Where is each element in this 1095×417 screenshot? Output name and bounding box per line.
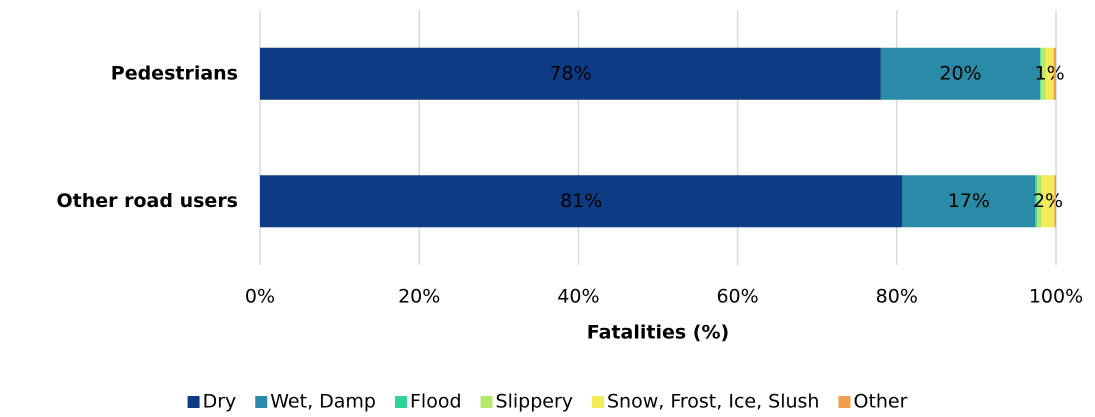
x-tick-label: 40%	[557, 286, 599, 308]
legend-swatch	[394, 396, 407, 408]
bar-segment	[1040, 47, 1046, 100]
legend-swatch	[187, 396, 200, 408]
bar-segment	[1040, 47, 1041, 100]
legend-label: Flood	[410, 391, 462, 413]
legend-label: Other	[853, 391, 907, 413]
bar-segment	[260, 47, 881, 100]
y-tick-label: Pedestrians	[111, 62, 238, 84]
bar-segment	[1041, 175, 1055, 228]
data-label: 17%	[948, 190, 990, 212]
legend-label: Wet, Damp	[270, 391, 376, 413]
x-axis-title: Fatalities (%)	[587, 322, 729, 344]
legend-swatch	[838, 396, 851, 408]
data-label: 20%	[939, 62, 981, 84]
y-tick-label: Other road users	[57, 190, 239, 212]
legend-swatch	[592, 396, 604, 408]
data-label: 81%	[560, 190, 602, 212]
legend-swatch	[480, 396, 493, 408]
legend-swatch	[255, 396, 268, 408]
bar-segment	[1045, 47, 1054, 100]
bar-segment	[1035, 175, 1037, 228]
data-label: 1%	[1035, 62, 1065, 84]
legend: Dry Wet, Damp Flood Slippery Snow, Frost, Ic…	[187, 391, 908, 413]
x-tick-label: 20%	[398, 286, 440, 308]
x-tick-label: 100%	[1029, 286, 1083, 308]
x-tick-label: 80%	[876, 286, 918, 308]
bar-segment	[880, 47, 1041, 100]
bar-segment	[260, 175, 903, 228]
bar-segment	[1053, 47, 1056, 100]
x-tick-label: 60%	[716, 286, 758, 308]
legend-label: Slippery	[496, 391, 573, 413]
data-label: 78%	[549, 62, 591, 84]
legend-label: Snow, Frost, Ice, Slush	[607, 391, 819, 413]
legend-label: Dry	[203, 391, 237, 413]
bar-segment	[1036, 175, 1042, 228]
bar-segment	[1054, 175, 1056, 228]
data-label: 2%	[1033, 190, 1063, 212]
x-tick-label: 0%	[245, 286, 275, 308]
bar-segment	[902, 175, 1036, 228]
